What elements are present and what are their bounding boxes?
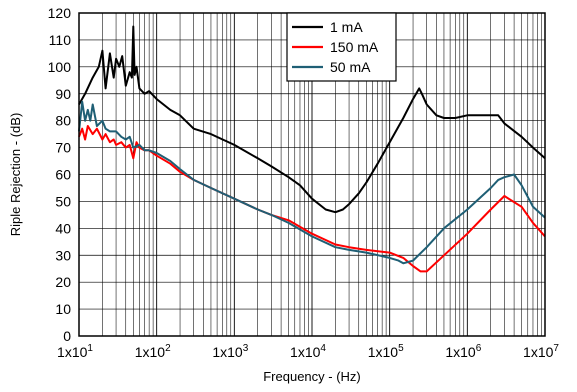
series-line-3 [78,100,546,265]
legend-label-3: 50 mA [330,59,371,75]
x-tick-label: 1x104 [290,343,326,360]
y-tick-labels: 0 10 20 30 40 50 60 70 80 90 100 110 120 [48,5,72,344]
series-lines [78,25,546,273]
y-tick-label: 10 [55,301,71,317]
x-tick-base: 1x10 [523,344,554,360]
x-tick-base: 1x10 [212,344,243,360]
y-tick-label: 20 [55,274,71,290]
x-tick-label: 1x101 [57,343,93,360]
y-tick-label: 30 [55,247,71,263]
x-tick-exponent: 5 [398,343,404,354]
y-tick-label: 120 [48,5,72,21]
x-tick-base: 1x10 [290,344,321,360]
y-tick-label: 100 [48,59,72,75]
x-axis-label: Frequency - (Hz) [263,369,361,384]
x-tick-exponent: 4 [320,343,326,354]
x-tick-exponent: 3 [243,343,249,354]
legend-label-2: 150 mA [330,39,379,55]
y-axis-label: Riple Rejection - (dB) [8,113,23,237]
x-tick-exponent: 1 [87,343,93,354]
legend-label-1: 1 mA [330,19,363,35]
y-tick-label: 40 [55,220,71,236]
y-tick-label: 0 [63,328,71,344]
x-tick-exponent: 2 [165,343,171,354]
x-tick-exponent: 6 [476,343,482,354]
y-tick-label: 110 [49,32,72,48]
x-tick-base: 1x10 [57,344,88,360]
series-line-1 [78,25,546,214]
y-tick-label: 60 [55,167,71,183]
y-tick-label: 70 [55,140,71,156]
series-line-2 [78,125,546,273]
x-tick-base: 1x10 [368,344,399,360]
x-tick-exponent: 7 [553,343,559,354]
legend: 1 mA 150 mA 50 mA [286,12,397,82]
x-tick-label: 1x102 [135,343,171,360]
x-tick-labels: 1x101 1x102 1x103 1x104 1x105 1x106 1x107 [57,343,559,360]
y-tick-label: 90 [55,86,71,102]
x-tick-label: 1x106 [445,343,481,360]
y-tick-label: 50 [55,193,71,209]
x-tick-base: 1x10 [445,344,476,360]
x-tick-label: 1x107 [523,343,559,360]
grid [79,13,545,336]
x-tick-label: 1x105 [368,343,404,360]
x-tick-label: 1x103 [212,343,248,360]
x-tick-base: 1x10 [135,344,166,360]
y-tick-label: 80 [55,113,71,129]
